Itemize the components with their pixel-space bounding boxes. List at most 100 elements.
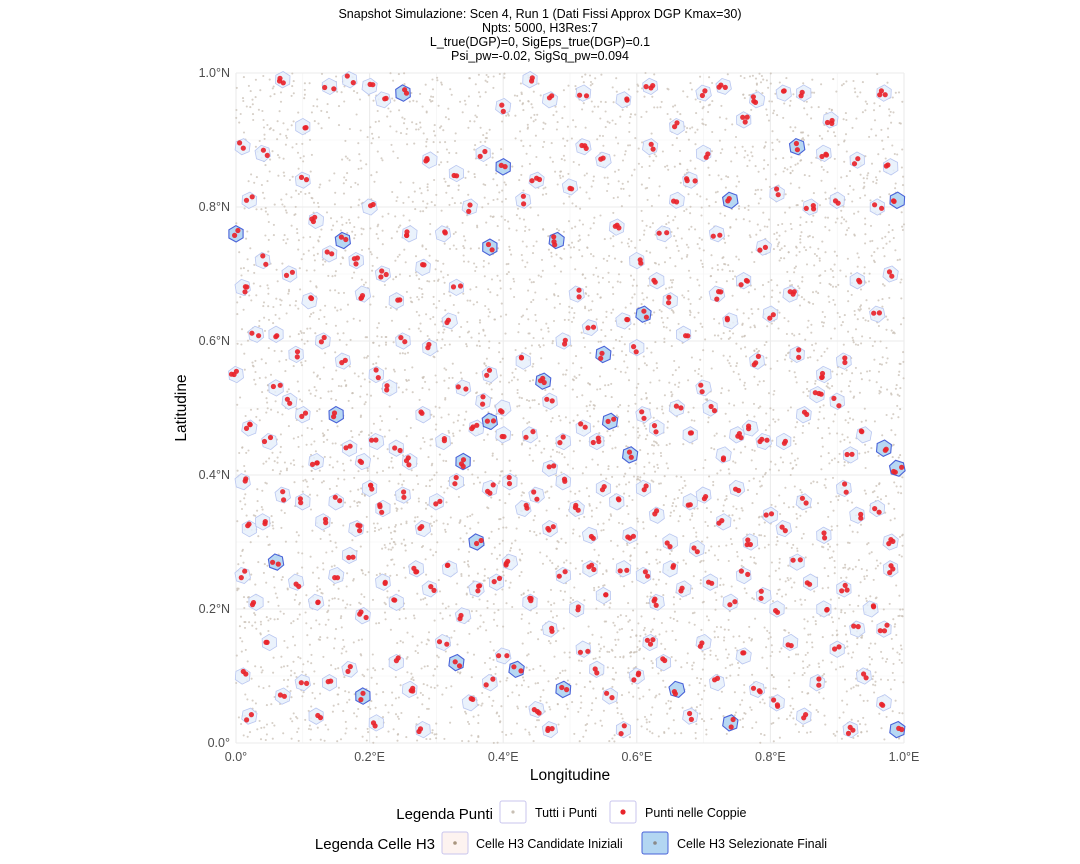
all-point <box>832 550 835 553</box>
all-point <box>764 141 767 144</box>
all-point <box>235 108 238 112</box>
all-point <box>762 380 765 383</box>
all-point <box>864 723 867 726</box>
all-point <box>890 121 893 124</box>
all-point <box>555 677 558 681</box>
all-point <box>255 415 258 418</box>
all-point <box>542 228 545 231</box>
all-point <box>789 222 792 225</box>
all-point <box>333 172 336 175</box>
all-point <box>390 319 394 322</box>
all-point <box>406 351 410 354</box>
all-point <box>360 248 364 252</box>
all-point <box>276 280 279 283</box>
all-point <box>700 206 703 209</box>
all-point <box>417 298 420 301</box>
all-point <box>316 201 320 205</box>
all-point <box>715 432 718 435</box>
all-point <box>653 73 656 76</box>
all-point <box>870 128 873 131</box>
all-point <box>731 270 734 273</box>
all-point <box>666 420 669 423</box>
all-point <box>329 289 332 292</box>
all-point <box>426 138 429 141</box>
all-point <box>289 717 292 720</box>
all-point <box>370 253 373 256</box>
all-point <box>699 703 702 707</box>
all-point <box>821 310 824 314</box>
all-point <box>824 478 827 481</box>
all-point <box>886 318 889 321</box>
all-point <box>475 266 478 269</box>
all-point <box>411 301 414 304</box>
all-point <box>799 131 803 134</box>
all-point <box>852 418 855 421</box>
all-point <box>602 144 605 147</box>
all-point <box>545 298 548 301</box>
all-point <box>261 508 264 511</box>
all-point <box>775 231 778 234</box>
all-point <box>614 638 617 641</box>
all-point <box>353 500 356 503</box>
all-point <box>705 398 709 401</box>
all-point <box>450 685 453 688</box>
all-point <box>491 704 494 707</box>
all-point <box>658 185 661 188</box>
all-point <box>691 664 694 667</box>
all-point <box>496 294 499 297</box>
all-point <box>428 485 431 488</box>
all-point <box>716 498 719 501</box>
all-point <box>885 715 888 718</box>
all-point <box>787 564 790 567</box>
all-point <box>624 433 627 436</box>
all-point <box>686 652 689 655</box>
all-point <box>401 641 405 644</box>
all-point <box>599 473 603 476</box>
all-point <box>694 143 697 146</box>
all-point <box>891 331 895 335</box>
all-point <box>251 699 254 702</box>
all-point <box>824 723 827 726</box>
all-point <box>854 91 857 94</box>
all-point <box>447 107 450 110</box>
all-point <box>563 105 566 108</box>
all-point <box>724 128 727 131</box>
all-point <box>369 303 372 306</box>
all-point <box>640 398 643 401</box>
all-point <box>857 720 860 723</box>
all-point <box>436 79 439 82</box>
all-point <box>582 81 585 84</box>
all-point <box>714 201 717 204</box>
all-point <box>695 706 698 709</box>
all-point <box>503 76 506 79</box>
all-point <box>634 462 637 465</box>
all-point <box>767 543 770 546</box>
all-point <box>594 722 597 725</box>
all-point <box>610 514 613 517</box>
all-point <box>762 211 765 214</box>
all-point <box>376 522 379 525</box>
all-point <box>272 575 275 578</box>
all-point <box>599 501 602 504</box>
all-point <box>877 324 880 328</box>
all-point <box>809 730 812 734</box>
all-point <box>848 603 851 606</box>
all-point <box>844 133 848 136</box>
all-point <box>563 159 566 162</box>
all-point <box>800 231 803 234</box>
all-point <box>588 404 591 407</box>
all-point <box>453 139 457 143</box>
all-point <box>748 479 751 483</box>
all-point <box>635 386 638 389</box>
all-point <box>619 370 622 373</box>
all-point <box>704 551 707 554</box>
all-point <box>243 626 247 629</box>
all-point <box>521 165 524 168</box>
all-point <box>267 629 270 633</box>
all-point <box>851 530 854 533</box>
all-point <box>414 208 417 211</box>
all-point <box>423 440 426 443</box>
all-point <box>318 623 321 626</box>
all-point <box>807 235 810 238</box>
all-point <box>886 357 889 360</box>
